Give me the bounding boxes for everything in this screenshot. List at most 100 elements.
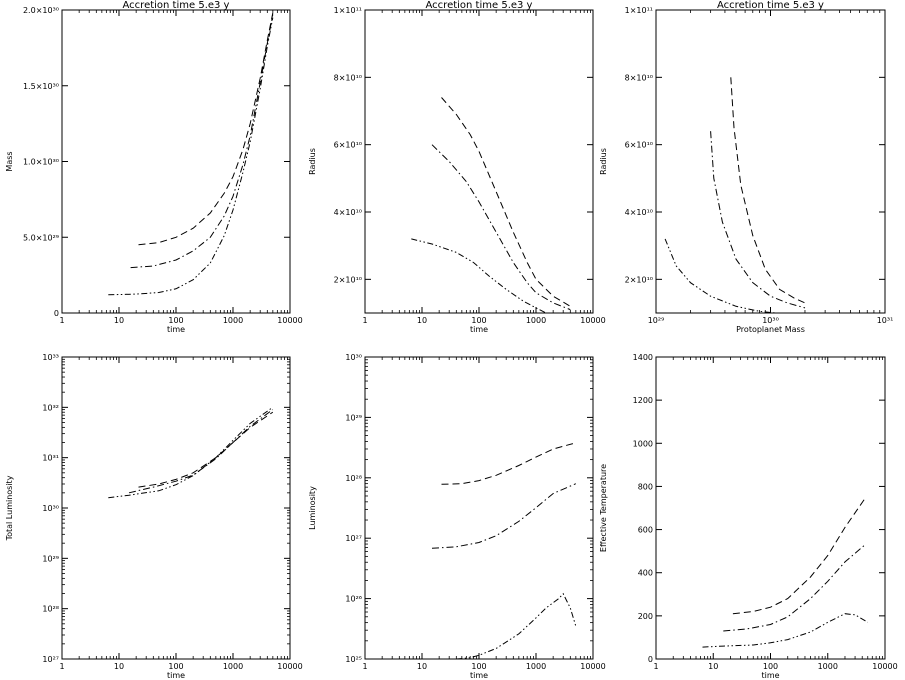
y-tick-label: 10²⁶ [345, 595, 362, 604]
x-tick-label: 1 [59, 316, 64, 325]
y-tick-label: 1200 [633, 396, 653, 405]
y-tick-label: 10²⁹ [345, 413, 362, 422]
x-tick-label: 100 [471, 316, 486, 325]
y-tick-label: 10³⁰ [345, 353, 362, 362]
y-axis-label: Effective Temperature [599, 464, 608, 552]
plot-frame [61, 356, 291, 660]
series-line-dashdotdot [664, 238, 776, 313]
x-axis-label: time [470, 671, 488, 680]
series-line-dashed [732, 498, 866, 615]
y-tick-label: 2×10¹⁰ [625, 275, 653, 284]
x-tick-label: 100 [471, 662, 486, 671]
y-tick-label: 1400 [633, 353, 653, 362]
y-tick-label: 10²⁵ [345, 655, 362, 664]
y-axis-label: Total Luminosity [5, 475, 14, 541]
y-tick-label: 1.0×10³⁰ [23, 158, 59, 167]
x-tick-label: 10 [114, 662, 124, 671]
series-line-dashdot [130, 14, 274, 269]
plot-frame [61, 9, 291, 314]
y-tick-label: 400 [638, 569, 653, 578]
series-line-dashdotdot [456, 592, 577, 659]
x-tick-label: 1000 [526, 662, 546, 671]
y-tick-label: 8×10¹⁰ [625, 73, 653, 82]
panel-title: Accretion time 5.e3 y [426, 0, 533, 11]
x-tick-label: 100 [168, 662, 183, 671]
series-line-dashdotdot [702, 613, 869, 648]
y-tick-label: 600 [638, 526, 653, 535]
y-tick-label: 1×10¹¹ [625, 6, 653, 15]
y-tick-label: 10²⁷ [42, 655, 59, 664]
y-tick-label: 4×10¹⁰ [625, 208, 653, 217]
y-tick-label: 800 [638, 482, 653, 491]
y-tick-label: 2.0×10³⁰ [23, 6, 59, 15]
x-axis-label: time [761, 671, 779, 680]
series-line-dashdotdot [108, 17, 274, 296]
x-axis-label: Protoplanet Mass [736, 325, 805, 334]
x-tick-label: 1 [59, 662, 64, 671]
series-line-dashed [138, 411, 274, 488]
series-line-dashed [441, 442, 576, 485]
x-axis-label: time [470, 325, 488, 334]
y-tick-label: 4×10¹⁰ [334, 208, 362, 217]
y-axis-label: Luminosity [308, 486, 317, 530]
y-tick-label: 5.0×10²⁹ [23, 233, 59, 242]
series-line-dashed [441, 97, 571, 307]
x-tick-label: 100 [168, 316, 183, 325]
plot-panel-3: 10²⁹ 10³⁰ 10³¹ 2×10¹⁰ 4×10¹⁰ 6×10¹⁰ 8×10¹⁰ 1×10… [599, 0, 893, 334]
series-line-dashdotdot [108, 406, 274, 499]
x-tick-label: 1 [362, 316, 367, 325]
x-tick-label: 10000 [277, 662, 302, 671]
y-tick-label: 1.5×10³⁰ [23, 82, 59, 91]
y-tick-label: 200 [638, 612, 653, 621]
series-line-dashed [730, 77, 806, 304]
y-axis-label: Radius [599, 148, 608, 175]
x-tick-label: 1 [362, 662, 367, 671]
x-tick-label: 10000 [277, 316, 302, 325]
x-tick-label: 10 [417, 662, 427, 671]
plot-frame [655, 356, 886, 660]
y-tick-label: 1000 [633, 439, 653, 448]
x-tick-label: 1 [653, 662, 658, 671]
plot-panel-4: 1 10 100 1000 10000 10²⁷ 10²⁸ 10²⁹ 10³⁰ 10³¹ 10³² 1… [5, 353, 303, 680]
x-tick-label: 100 [763, 662, 778, 671]
x-axis-label: time [167, 325, 185, 334]
y-tick-label: 8×10¹⁰ [334, 73, 362, 82]
y-tick-label: 10³⁰ [42, 504, 59, 513]
x-tick-label: 10³⁰ [762, 316, 779, 325]
x-tick-label: 10 [417, 316, 427, 325]
x-tick-label: 1000 [818, 662, 838, 671]
x-tick-label: 10000 [872, 662, 897, 671]
x-tick-label: 10000 [580, 662, 605, 671]
series-line-dashed [138, 12, 274, 246]
y-tick-label: 10²⁸ [345, 474, 362, 483]
y-tick-label: 0 [54, 309, 59, 318]
plot-frame [364, 356, 594, 660]
plot-panel-2: 1 10 100 1000 10000 2×10¹⁰ 4×10¹⁰ 6×10¹⁰ 8×10¹⁰ 1… [308, 0, 606, 334]
x-tick-label: 1000 [223, 662, 243, 671]
x-tick-label: 1000 [526, 316, 546, 325]
x-axis-label: time [167, 671, 185, 680]
plot-frame [655, 9, 886, 314]
x-tick-label: 10 [708, 662, 718, 671]
y-tick-label: 0 [648, 655, 653, 664]
series-line-dashdot [431, 483, 576, 549]
x-tick-label: 10³¹ [877, 316, 894, 325]
series-line-dashdot [710, 131, 806, 309]
series-line-dashdot [723, 544, 866, 632]
y-tick-label: 1×10¹¹ [334, 6, 362, 15]
plot-panel-6: 1 10 100 1000 10000 0 200 400 600 800 1000 1200 1400… [599, 353, 898, 680]
plot-frame [364, 9, 594, 314]
y-tick-label: 10³¹ [42, 454, 59, 463]
panel-title: Accretion time 5.e3 y [123, 0, 230, 11]
x-tick-label: 10²⁹ [648, 316, 665, 325]
y-tick-label: 10²⁹ [42, 554, 59, 563]
series-line-dashdot [431, 144, 571, 311]
panel-title: Accretion time 5.e3 y [717, 0, 824, 11]
y-tick-label: 10³² [42, 403, 59, 412]
y-tick-label: 10²⁷ [345, 534, 362, 543]
y-tick-label: 6×10¹⁰ [625, 141, 653, 150]
y-axis-label: Mass [5, 151, 14, 171]
y-axis-label: Radius [308, 148, 317, 175]
y-tick-label: 2×10¹⁰ [334, 275, 362, 284]
